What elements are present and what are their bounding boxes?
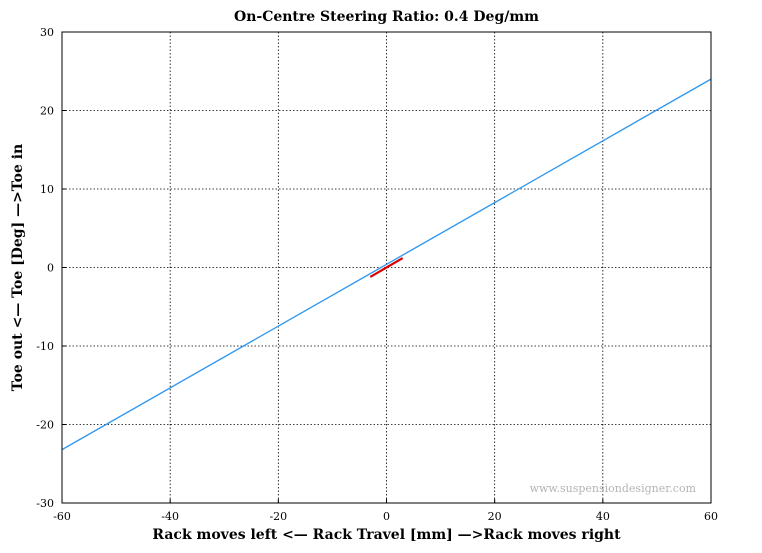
x-tick-label: 40 [596, 510, 610, 523]
y-tick-label: 20 [40, 105, 54, 118]
x-tick-label: 0 [383, 510, 390, 523]
tick-labels: -60 -40 -20 0 20 40 60 -30 -20 -10 0 10 20 30 [36, 26, 718, 523]
y-tick-label: -10 [36, 340, 54, 353]
series-group [61, 78, 712, 451]
y-tick-label: -20 [36, 419, 54, 432]
y-tick-label: 30 [40, 26, 54, 39]
chart-title: On-Centre Steering Ratio: 0.4 Deg/mm [234, 9, 539, 25]
y-tick-label: 0 [47, 262, 54, 275]
y-tick-label: 10 [40, 183, 54, 196]
series-line-2 [369, 257, 404, 278]
x-axis-label: Rack moves left <— Rack Travel [mm] —>Ra… [152, 527, 621, 543]
y-tick-label: -30 [36, 497, 54, 510]
watermark-text: www.suspensiondesigner.com [530, 482, 697, 495]
y-axis-label: Toe out <— Toe [Deg] —>Toe in [10, 144, 26, 391]
x-tick-label: 20 [488, 510, 502, 523]
series-line-1 [61, 78, 712, 451]
x-tick-label: -60 [53, 510, 71, 523]
x-tick-label: 60 [704, 510, 718, 523]
x-tick-label: -40 [161, 510, 179, 523]
x-tick-label: -20 [269, 510, 287, 523]
